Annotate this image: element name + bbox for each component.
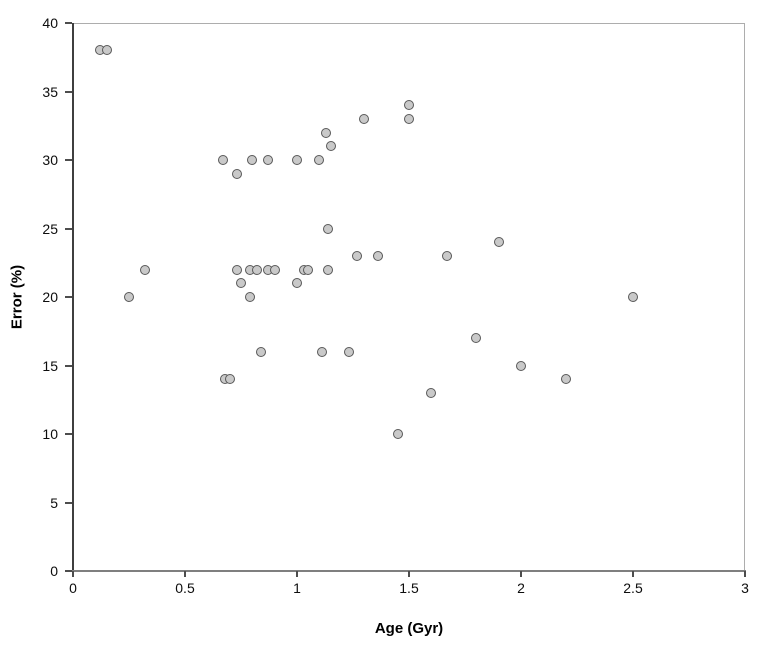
data-point xyxy=(269,264,280,275)
data-point xyxy=(247,155,258,165)
x-axis-tick xyxy=(72,571,74,577)
y-axis-tick-label: 15 xyxy=(42,357,58,374)
x-axis-tick-label: 1.5 xyxy=(399,580,419,596)
y-axis-tick-label: 20 xyxy=(42,289,58,305)
data-point xyxy=(101,45,112,56)
data-point xyxy=(560,374,571,385)
data-point xyxy=(352,250,363,261)
data-point xyxy=(628,292,638,302)
y-axis-title: Error (%) xyxy=(8,264,26,330)
y-axis-tick-label: 40 xyxy=(42,15,58,31)
y-axis-tick-label: 35 xyxy=(42,83,58,100)
x-axis-tick-label: 3 xyxy=(741,580,749,596)
y-axis-tick xyxy=(65,22,72,24)
x-axis-tick xyxy=(520,571,522,577)
x-axis-tick xyxy=(296,571,298,577)
data-point xyxy=(493,237,504,248)
data-point xyxy=(292,155,302,165)
data-point xyxy=(303,264,314,275)
data-point xyxy=(292,278,302,289)
x-axis-tick-label: 0 xyxy=(69,580,77,596)
data-point xyxy=(343,346,354,357)
data-point xyxy=(244,292,255,302)
y-axis-tick-label: 5 xyxy=(50,494,58,511)
data-point xyxy=(218,155,229,165)
x-axis-tick-label: 2 xyxy=(517,580,525,596)
x-axis-tick-label: 1 xyxy=(293,580,301,596)
data-point xyxy=(392,429,403,439)
data-point xyxy=(471,333,482,344)
y-axis-tick xyxy=(65,227,72,230)
data-point xyxy=(321,127,332,138)
data-point xyxy=(139,264,150,275)
data-point xyxy=(325,141,336,152)
y-axis-tick xyxy=(65,296,72,298)
y-axis-tick-label: 10 xyxy=(42,426,58,442)
x-axis-title: Age (Gyr) xyxy=(374,620,444,637)
data-point xyxy=(516,360,526,371)
data-point xyxy=(124,292,134,302)
data-point xyxy=(262,155,273,165)
data-point xyxy=(442,250,453,261)
data-point xyxy=(316,346,327,357)
x-axis-tick-label: 0.5 xyxy=(175,580,195,596)
data-point xyxy=(236,278,246,289)
data-point xyxy=(372,250,383,261)
data-point xyxy=(251,264,262,275)
data-point xyxy=(426,387,437,398)
y-axis-tick-label: 30 xyxy=(42,152,58,168)
x-axis-tick xyxy=(184,571,186,577)
data-point xyxy=(314,155,325,165)
x-axis-tick xyxy=(408,571,410,577)
y-axis-tick xyxy=(65,433,72,435)
x-axis-tick xyxy=(632,571,634,577)
data-point xyxy=(231,168,242,179)
y-axis-tick xyxy=(65,364,72,367)
y-axis-tick xyxy=(65,90,72,93)
data-point xyxy=(404,100,414,111)
data-point xyxy=(404,113,414,124)
x-axis-tick-label: 2.5 xyxy=(623,580,643,596)
data-point xyxy=(359,113,370,124)
y-axis-tick xyxy=(65,570,72,572)
y-axis-tick xyxy=(65,159,72,161)
y-axis-tick-label: 0 xyxy=(50,563,58,579)
y-axis-tick-label: 25 xyxy=(42,220,58,237)
y-axis-tick xyxy=(65,501,72,504)
data-point xyxy=(256,346,267,357)
data-point xyxy=(323,264,334,275)
x-axis-tick xyxy=(744,571,746,577)
data-point xyxy=(231,264,242,275)
y-axis-line xyxy=(72,23,74,572)
data-point xyxy=(224,374,235,385)
data-point xyxy=(323,223,334,234)
